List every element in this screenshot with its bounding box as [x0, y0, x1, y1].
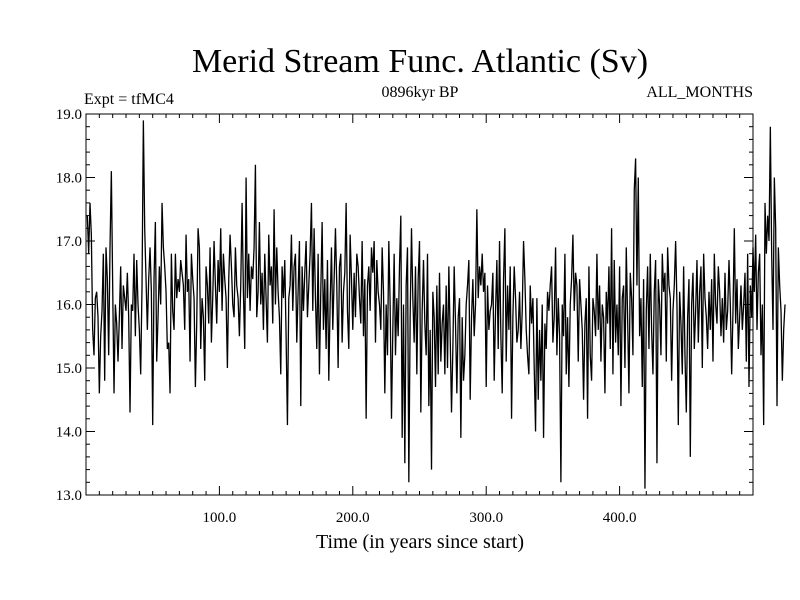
- y-tick-label: 13.0: [56, 488, 82, 504]
- plot-area: [86, 120, 786, 489]
- x-tick-label: 300.0: [469, 510, 503, 526]
- months-label: ALL_MONTHS: [646, 84, 753, 101]
- chart-title: Merid Stream Func. Atlantic (Sv): [192, 43, 648, 80]
- x-axis: 100.0 200.0 300.0 400.0: [98, 114, 741, 526]
- y-tick-label: 15.0: [56, 361, 82, 377]
- x-tick-label: 200.0: [336, 510, 370, 526]
- y-tick-label: 17.0: [56, 234, 82, 250]
- x-tick-label: 400.0: [603, 510, 637, 526]
- period-label: 0896kyr BP: [382, 84, 459, 101]
- y-tick-label: 16.0: [56, 298, 82, 314]
- x-axis-label: Time (in years since start): [316, 531, 524, 553]
- experiment-label: Expt = tfMC4: [84, 91, 174, 108]
- plot-frame: [85, 113, 754, 496]
- y-tick-label: 14.0: [56, 425, 82, 441]
- series-line-tfMC4: [86, 120, 786, 489]
- x-tick-label: 100.0: [203, 510, 237, 526]
- y-tick-label: 19.0: [56, 107, 82, 123]
- y-tick-label: 18.0: [56, 171, 82, 187]
